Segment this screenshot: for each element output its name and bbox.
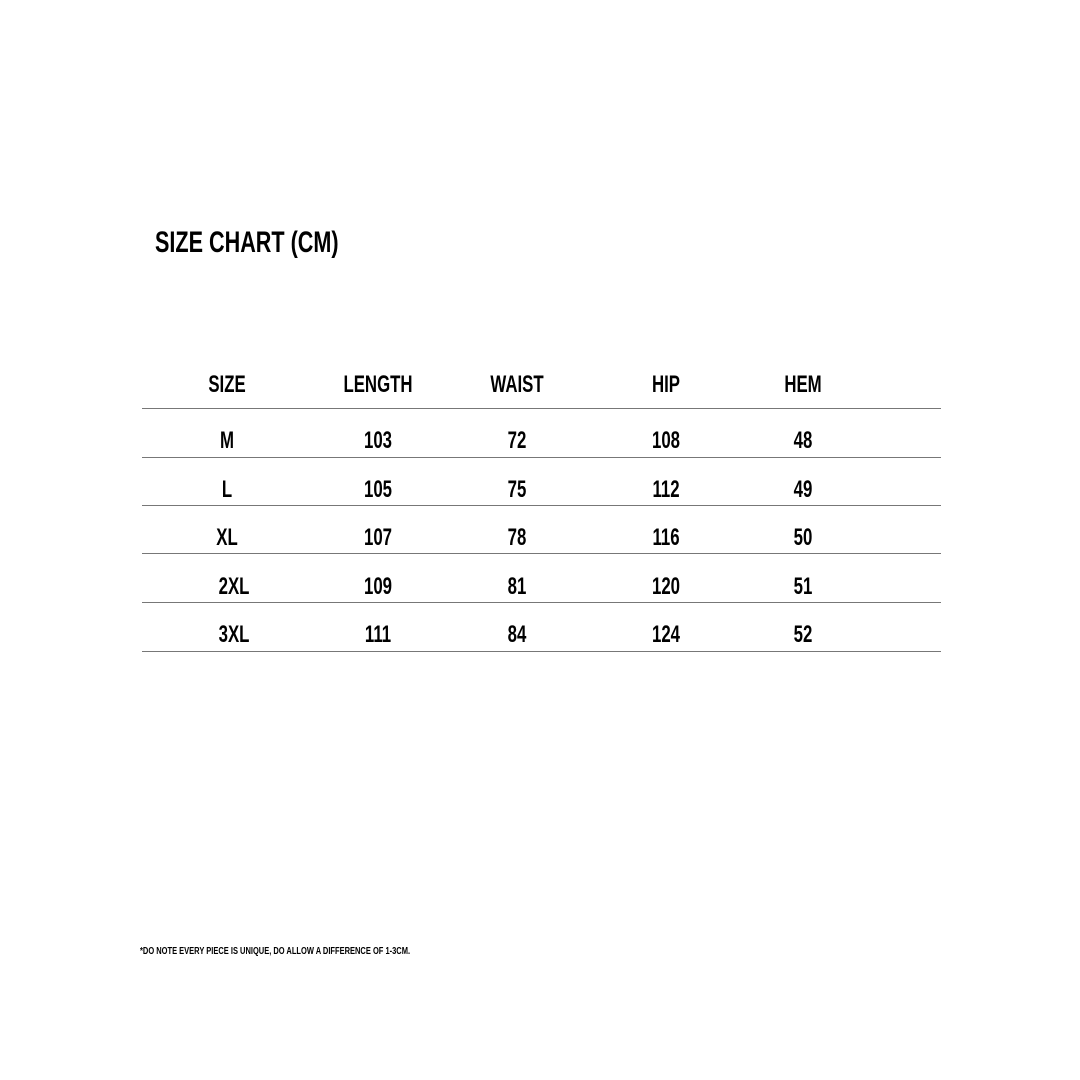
table-cell: 124 bbox=[651, 621, 681, 648]
column-header: LENGTH bbox=[343, 371, 413, 398]
table-cell: 105 bbox=[363, 476, 393, 503]
size-label: XL bbox=[216, 524, 238, 551]
column-header: WAIST bbox=[490, 371, 544, 398]
column-header: HEM bbox=[784, 371, 822, 398]
table-cell: 103 bbox=[363, 427, 393, 454]
row-divider bbox=[142, 602, 941, 603]
column-header: HIP bbox=[651, 371, 681, 398]
footnote: *DO NOTE EVERY PIECE IS UNIQUE, DO ALLOW… bbox=[140, 946, 411, 957]
row-divider bbox=[142, 505, 941, 506]
table-cell: 120 bbox=[651, 573, 681, 600]
table-cell: 81 bbox=[507, 573, 527, 600]
table-cell: 109 bbox=[363, 573, 393, 600]
table-cell: 116 bbox=[652, 524, 680, 551]
size-label: 2XL bbox=[218, 573, 250, 600]
table-cell: 52 bbox=[793, 621, 813, 648]
size-label: L bbox=[221, 476, 233, 503]
table-cell: 50 bbox=[793, 524, 813, 551]
table-cell: 72 bbox=[507, 427, 527, 454]
table-cell: 112 bbox=[652, 476, 680, 503]
row-divider bbox=[142, 651, 941, 652]
column-header: SIZE bbox=[208, 371, 246, 398]
size-label: M bbox=[220, 427, 234, 454]
table-cell: 49 bbox=[793, 476, 813, 503]
table-cell: 78 bbox=[507, 524, 527, 551]
table-cell: 84 bbox=[507, 621, 527, 648]
size-label: 3XL bbox=[218, 621, 250, 648]
table-cell: 48 bbox=[793, 427, 813, 454]
row-divider bbox=[142, 553, 941, 554]
row-divider bbox=[142, 408, 941, 409]
table-cell: 108 bbox=[651, 427, 681, 454]
table-cell: 107 bbox=[363, 524, 393, 551]
page-title: SIZE CHART (CM) bbox=[155, 226, 339, 259]
table-cell: 51 bbox=[793, 573, 813, 600]
table-cell: 75 bbox=[507, 476, 527, 503]
table-cell: 111 bbox=[364, 621, 392, 648]
row-divider bbox=[142, 457, 941, 458]
